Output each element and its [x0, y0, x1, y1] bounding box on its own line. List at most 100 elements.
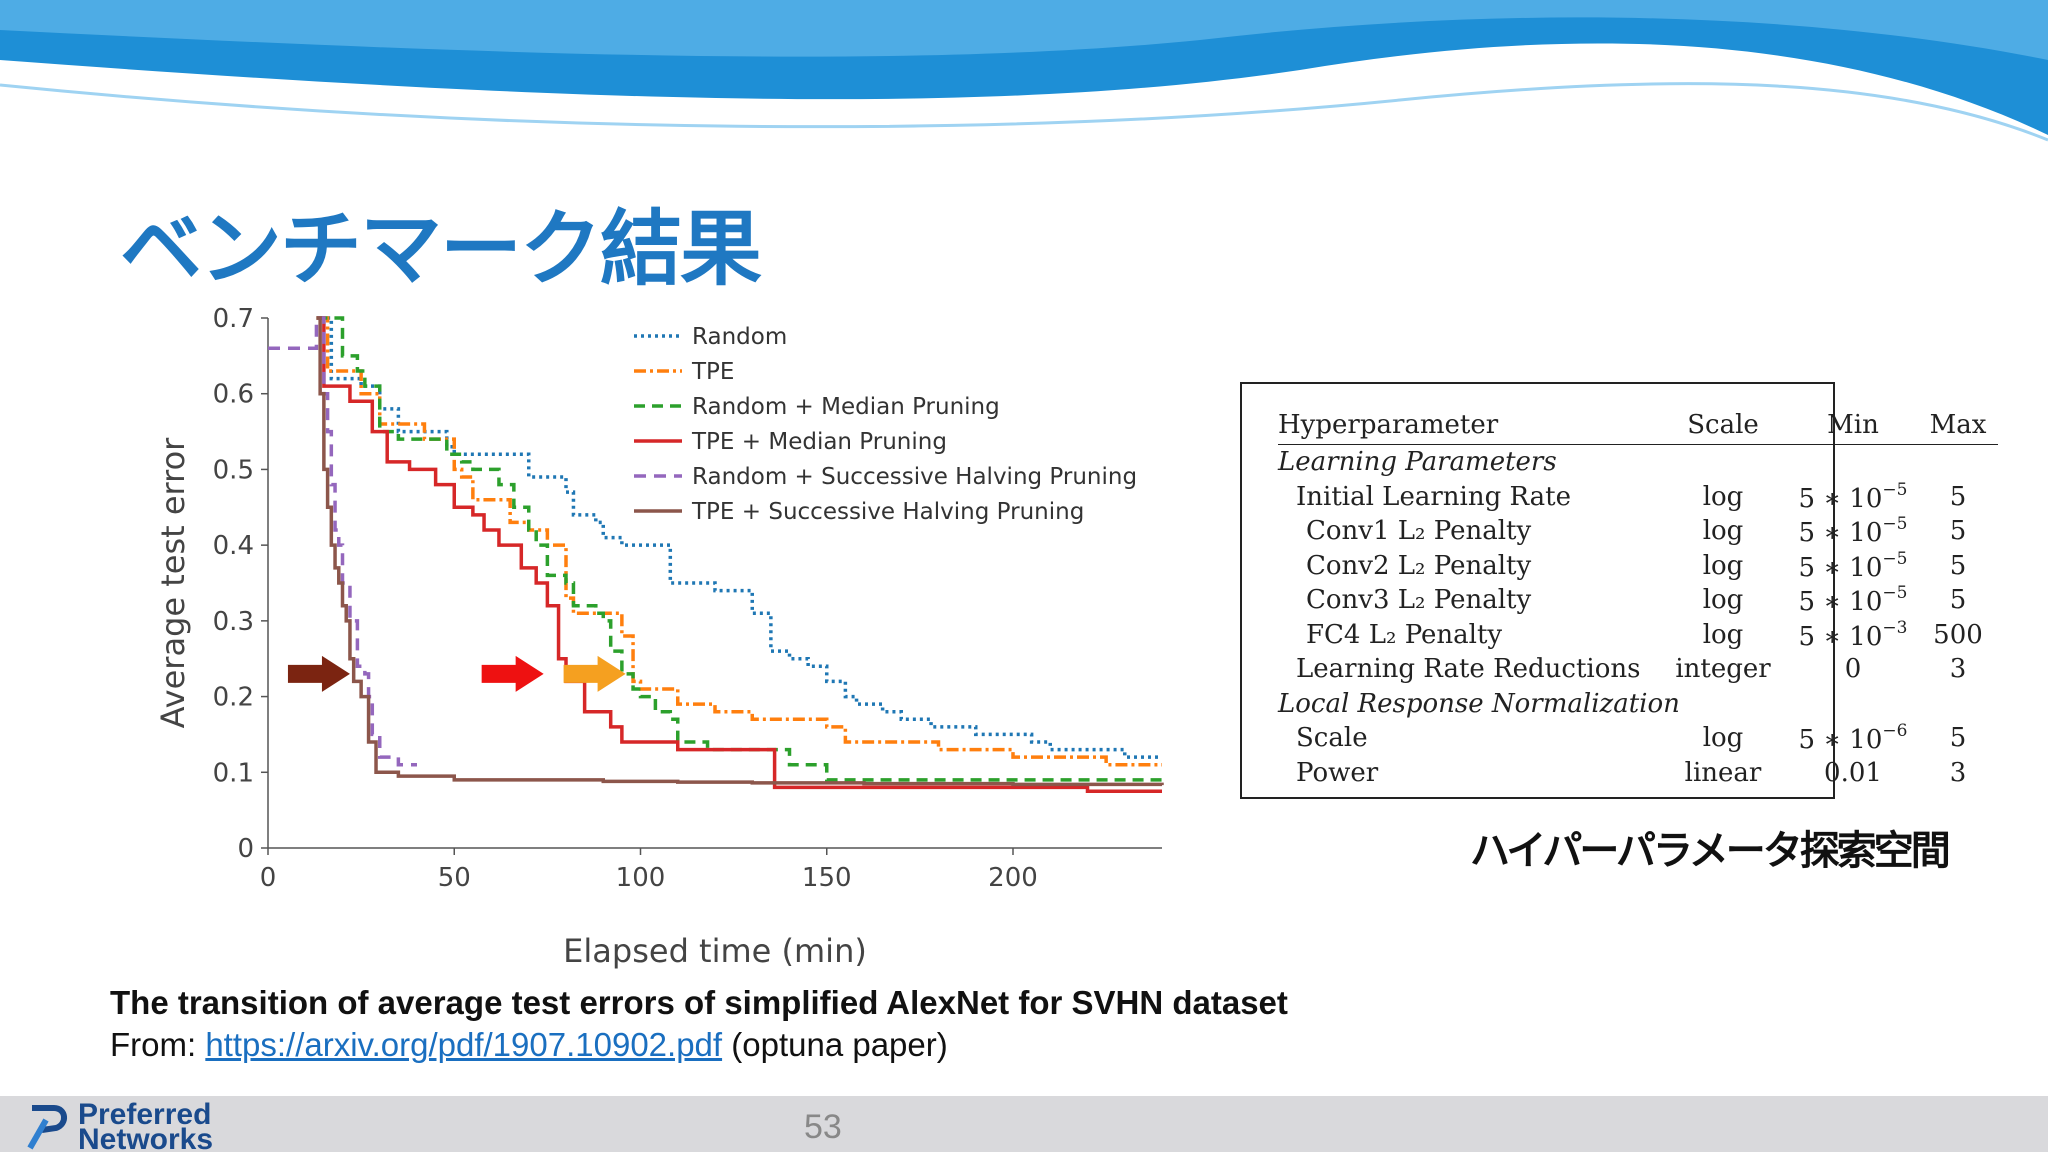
legend-label: TPE + Median Pruning [691, 429, 947, 455]
table-section-title: Local Response Normalization [1278, 688, 1680, 719]
y-tick-label: 0.3 [213, 607, 254, 637]
table-cell-name-text: FC4 L₂ Penalty [1306, 619, 1503, 650]
table-cell-name-text: Power [1296, 757, 1379, 788]
table-cell-name-text: Initial Learning Rate [1296, 481, 1571, 512]
table-cell-scale-text: linear [1684, 757, 1762, 788]
table-cell-name: FC4 L₂ Penalty [1278, 618, 1658, 653]
table-cell-max: 5 [1918, 480, 1998, 515]
table-cell-scale: integer [1658, 652, 1788, 687]
table-header-max: Max [1918, 406, 1998, 445]
table-cell-max-text: 5 [1949, 481, 1967, 512]
legend-label: TPE + Successive Halving Pruning [691, 499, 1084, 525]
table-row: Scale log 5 ∗ 10−6 5 [1278, 721, 1998, 756]
footer-bar: Preferred Networks 53 [0, 1096, 2048, 1156]
table-row: Learning Rate Reductions integer 0 3 [1278, 652, 1998, 687]
table-cell-max: 5 [1918, 514, 1998, 549]
y-tick-label: 0.5 [213, 455, 254, 485]
table-section-title: Learning Parameters [1278, 447, 1557, 478]
source-suffix: (optuna paper) [722, 1026, 948, 1063]
table-row: FC4 L₂ Penalty log 5 ∗ 10−3 500 [1278, 618, 1998, 653]
table-header-min: Min [1788, 406, 1918, 445]
table-cell-max-text: 3 [1949, 654, 1967, 685]
table-cell-min-text: 5 ∗ 10 [1798, 621, 1883, 652]
table-cell-name-text: Scale [1296, 723, 1368, 754]
table-cell-min-text: 5 ∗ 10 [1798, 725, 1883, 756]
y-tick-label: 0.6 [213, 380, 254, 410]
table-cell-name: Conv3 L₂ Penalty [1278, 583, 1658, 618]
table-cell-name-text: Learning Rate Reductions [1296, 654, 1641, 685]
page-number: 53 [804, 1108, 842, 1146]
table-section-row: Learning Parameters [1278, 445, 1998, 480]
table-cell-min-text: 0.01 [1824, 757, 1882, 788]
table-cell-name: Conv1 L₂ Penalty [1278, 514, 1658, 549]
annotation-arrow-icon [287, 655, 350, 692]
source-link[interactable]: https://arxiv.org/pdf/1907.10902.pdf [205, 1026, 723, 1063]
table-cell-scale-text: log [1702, 619, 1744, 650]
table-cell-name-text: Conv3 L₂ Penalty [1306, 585, 1532, 616]
table-cell-name: Conv2 L₂ Penalty [1278, 549, 1658, 584]
table-cell-min-text: 5 ∗ 10 [1798, 518, 1883, 549]
table-cell-scale-text: log [1702, 585, 1744, 616]
table-cell-min-exponent: −5 [1882, 514, 1908, 535]
x-tick-label: 150 [802, 863, 852, 893]
y-tick-label: 0 [237, 834, 254, 864]
x-tick-label: 50 [438, 863, 471, 893]
table-cell-min-text: 5 ∗ 10 [1798, 552, 1883, 583]
series-line-6 [316, 316, 1164, 787]
table-cell-scale: log [1658, 480, 1788, 515]
table-cell-min: 5 ∗ 10−5 [1788, 549, 1918, 584]
table-cell-min-exponent: −5 [1882, 479, 1908, 500]
logo-text: Preferred Networks [78, 1098, 214, 1156]
table-header-hyperparameter: Hyperparameter [1278, 406, 1658, 445]
table-cell-scale-text: integer [1675, 654, 1771, 685]
table-section-row: Local Response Normalization [1278, 687, 1998, 722]
table-cell-min: 5 ∗ 10−6 [1788, 721, 1918, 756]
header-wave-decoration [0, 0, 2048, 142]
table-row: Conv1 L₂ Penalty log 5 ∗ 10−5 5 [1278, 514, 1998, 549]
legend-label: TPE [691, 359, 734, 385]
table-cell-name: Learning Rate Reductions [1278, 652, 1658, 687]
y-tick-label: 0.1 [213, 758, 254, 788]
table-row: Conv3 L₂ Penalty log 5 ∗ 10−5 5 [1278, 583, 1998, 618]
x-tick-label: 0 [260, 863, 277, 893]
y-tick-label: 0.7 [213, 304, 254, 334]
table-cell-scale: log [1658, 549, 1788, 584]
table-cell-max-text: 5 [1949, 723, 1967, 754]
y-tick-label: 0.4 [213, 531, 254, 561]
table-cell-max: 500 [1918, 618, 1998, 653]
series-line-1 [320, 316, 1162, 759]
table-cell-name-text: Conv1 L₂ Penalty [1306, 516, 1532, 547]
table-cell-max: 5 [1918, 549, 1998, 584]
annotation-arrow-icon [563, 655, 626, 692]
legend-label: Random + Successive Halving Pruning [692, 464, 1137, 490]
table-cell-min-exponent: −6 [1882, 721, 1908, 742]
table-cell-max: 5 [1918, 583, 1998, 618]
series-line-3 [316, 316, 1164, 784]
preferred-networks-logo-icon [27, 1105, 67, 1150]
table-cell-scale-text: log [1702, 516, 1744, 547]
table-header-scale: Scale [1658, 406, 1788, 445]
x-tick-label: 200 [988, 863, 1038, 893]
table-cell-max-text: 5 [1949, 516, 1967, 547]
table-cell-scale-text: log [1702, 550, 1744, 581]
table-cell-name-text: Conv2 L₂ Penalty [1306, 550, 1532, 581]
table-cell-max-text: 500 [1933, 619, 1983, 650]
table-cell-name: Power [1278, 756, 1658, 791]
table-cell-min-text: 0 [1844, 654, 1862, 685]
logo-line-1: Preferred [78, 1098, 212, 1131]
legend-label: Random [692, 324, 787, 350]
table-cell-scale-text: log [1702, 723, 1744, 754]
table-cell-max-text: 3 [1949, 757, 1967, 788]
table-cell-min: 5 ∗ 10−3 [1788, 618, 1918, 653]
source-line: From: https://arxiv.org/pdf/1907.10902.p… [110, 1026, 948, 1064]
annotation-arrow-icon [481, 655, 544, 692]
table-cell-scale: log [1658, 618, 1788, 653]
table-cell-scale: log [1658, 721, 1788, 756]
table-cell-scale: log [1658, 514, 1788, 549]
table-cell-max: 3 [1918, 652, 1998, 687]
table-cell-min-exponent: −5 [1882, 583, 1908, 604]
x-tick-label: 100 [616, 863, 666, 893]
source-prefix: From: [110, 1026, 206, 1063]
logo-line-2: Networks [78, 1123, 214, 1156]
table-cell-max-text: 5 [1949, 550, 1967, 581]
